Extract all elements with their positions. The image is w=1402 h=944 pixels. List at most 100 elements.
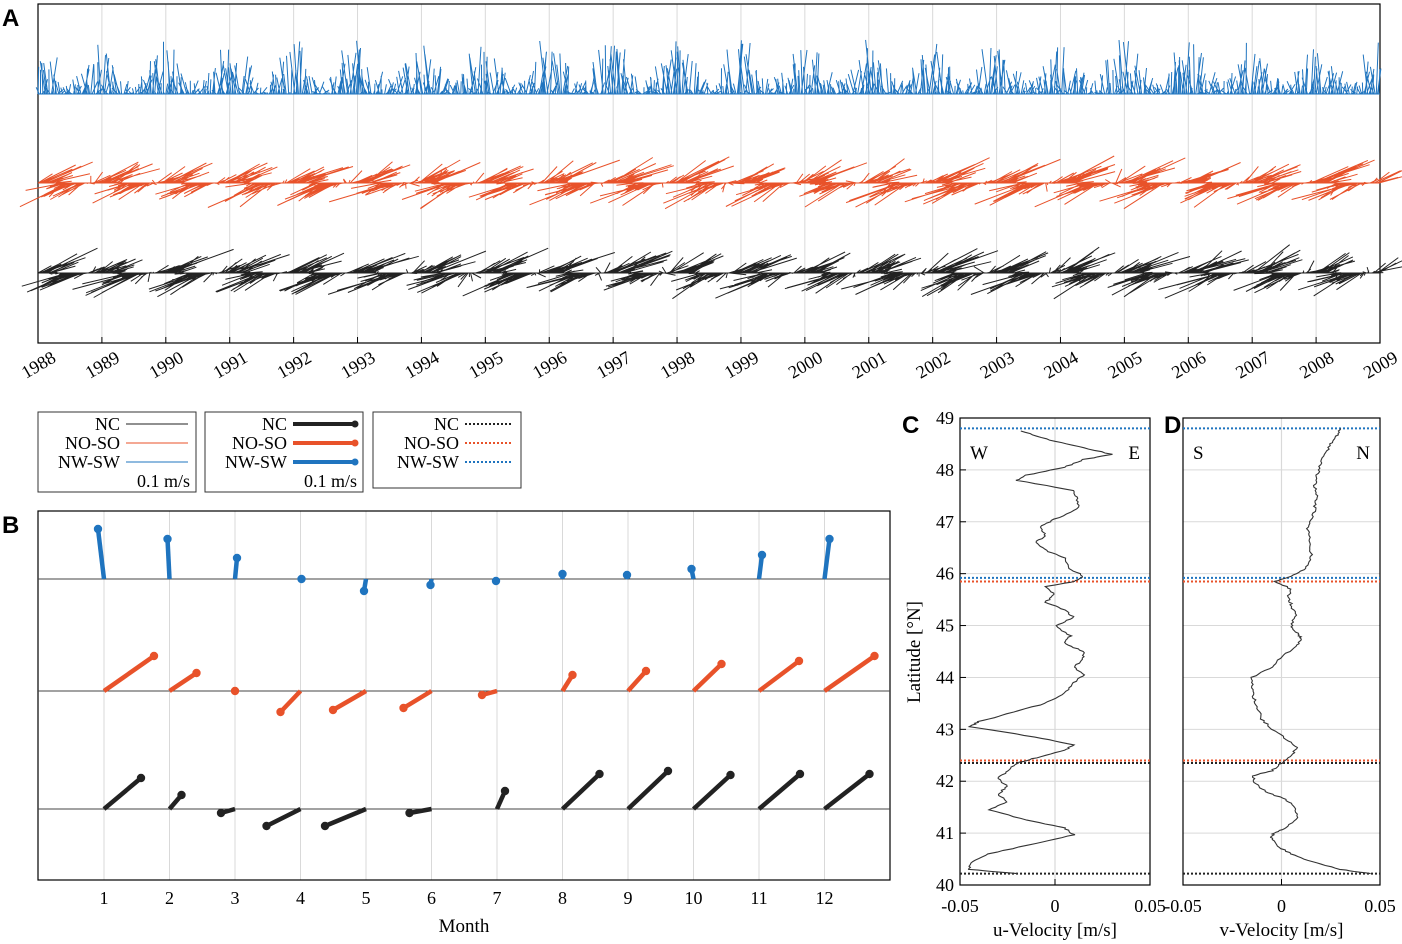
stick-head-nw-sw: [359, 586, 369, 596]
legend-dot: [351, 439, 359, 447]
x-tick-label: 2009: [1360, 347, 1401, 382]
stick-nc: [757, 772, 802, 811]
stick-no-so: [823, 654, 876, 693]
legend-label: NO-SO: [232, 433, 287, 453]
legend-label: NO-SO: [404, 433, 459, 453]
axes-frame: [37, 3, 1381, 344]
legend-dot: [351, 420, 359, 428]
stick-head-nw-sw: [757, 550, 767, 560]
x-tick-label: 1995: [465, 347, 506, 382]
x-tick-label: 12: [816, 888, 834, 908]
x-tick-label: 1999: [721, 347, 762, 382]
y-tick-label: 42: [936, 771, 954, 791]
x-tick-label: 2002: [913, 347, 954, 382]
stick-head-nw-sw: [232, 553, 242, 563]
stick-head-nc: [216, 808, 226, 818]
stick-head-no-so: [230, 686, 240, 696]
stick-nw-sw: [165, 538, 172, 580]
legend-label: NW-SW: [397, 452, 459, 472]
y-tick-label: 43: [936, 719, 954, 739]
stick-no-so: [168, 671, 198, 693]
legend-box: [372, 411, 522, 489]
x-tick-label: 1990: [146, 347, 187, 382]
stick-head-no-so: [328, 705, 338, 715]
stick-head-nc: [500, 786, 510, 796]
y-tick-label: 46: [936, 564, 954, 584]
stick-head-no-so: [641, 666, 651, 676]
x-tick-label: 0: [1277, 896, 1286, 916]
panel-letter-b: B: [2, 512, 19, 539]
legend-label: NC: [434, 414, 459, 434]
corner-label-right: E: [1128, 443, 1140, 464]
stick-head-nc: [795, 769, 805, 779]
stick-nw-sw: [822, 538, 832, 580]
x-tick-label: 1998: [657, 347, 698, 382]
x-tick-label: 2000: [785, 347, 826, 382]
x-tick-label: 0.05: [1134, 896, 1166, 916]
stick-head-no-so: [149, 651, 159, 661]
stick-head-nc: [865, 769, 874, 779]
stick-head-no-so: [477, 690, 487, 700]
stick-no-so: [757, 659, 801, 693]
stick-nc: [265, 806, 302, 829]
stick-head-nw-sw: [825, 534, 834, 544]
x-tick-label: 3: [231, 888, 240, 908]
stick-head-nc: [595, 769, 604, 779]
x-tick-label: -0.05: [1164, 896, 1202, 916]
stick-nw-sw: [95, 528, 107, 580]
stick-nc: [102, 776, 143, 811]
sticks-nc: [21, 244, 1402, 300]
panel-letter-c: C: [902, 412, 919, 439]
x-tick-label: 2003: [976, 347, 1017, 382]
x-tick-label: 11: [750, 888, 767, 908]
x-axis-label: v-Velocity [m/s]: [1219, 920, 1343, 941]
panel-a-timeseries: 1988 1989 1990 1991 1992 1993 1994 1995 1996 1997…: [18, 3, 1402, 382]
stick-no-so: [331, 689, 368, 712]
x-tick-label: 2004: [1040, 347, 1081, 382]
y-tick-label: 49: [936, 408, 954, 428]
x-axis-label: Month: [439, 916, 490, 937]
legend-label: NW-SW: [58, 452, 120, 472]
x-tick-label: 0: [1051, 896, 1060, 916]
stick-nc: [324, 806, 367, 829]
x-axis-label: u-Velocity [m/s]: [993, 920, 1117, 941]
stick-no-so: [691, 662, 724, 693]
stick-head-nc: [663, 766, 673, 776]
x-tick-label: 1991: [210, 347, 251, 382]
x-tick-label: 5: [362, 888, 371, 908]
legend-label: NO-SO: [65, 433, 120, 453]
legend-label: NC: [95, 414, 120, 434]
stick-no-so: [278, 689, 303, 714]
x-tick-label: 10: [685, 888, 703, 908]
stick-nc: [823, 772, 871, 811]
x-tick-label: 1989: [82, 347, 123, 382]
profile-line: [967, 430, 1113, 875]
x-tick-label: 2005: [1104, 347, 1145, 382]
stick-head-nw-sw: [93, 524, 103, 534]
legend-label: NC: [262, 414, 287, 434]
stick-head-no-so: [192, 668, 201, 678]
corner-label-left: S: [1193, 443, 1204, 464]
y-tick-label: 40: [936, 875, 954, 895]
stick-head-nc: [726, 770, 735, 780]
legend-box: [37, 411, 197, 493]
x-tick-label: 9: [624, 888, 633, 908]
stick-head-nw-sw: [426, 580, 435, 590]
x-tick-label: 7: [493, 888, 502, 908]
corner-label-right: N: [1356, 443, 1370, 464]
x-tick-label: 6: [427, 888, 436, 908]
stick-head-nw-sw: [687, 564, 696, 574]
x-tick-label: 1996: [529, 347, 570, 382]
x-tick-label: 4: [296, 888, 305, 908]
panel-c-u-profile: -0.05 0 0.05 40 41 42 43 44 45 46 47 48 49 Latitude […: [904, 408, 1166, 941]
stick-head-nc: [262, 821, 271, 831]
x-tick-label: 8: [558, 888, 567, 908]
y-tick-label: 48: [936, 460, 954, 480]
corner-label-left: W: [970, 443, 988, 464]
stick-head-no-so: [870, 651, 879, 661]
stick-nc: [691, 773, 733, 811]
stick-head-no-so: [399, 703, 408, 713]
stick-no-so: [402, 689, 433, 710]
